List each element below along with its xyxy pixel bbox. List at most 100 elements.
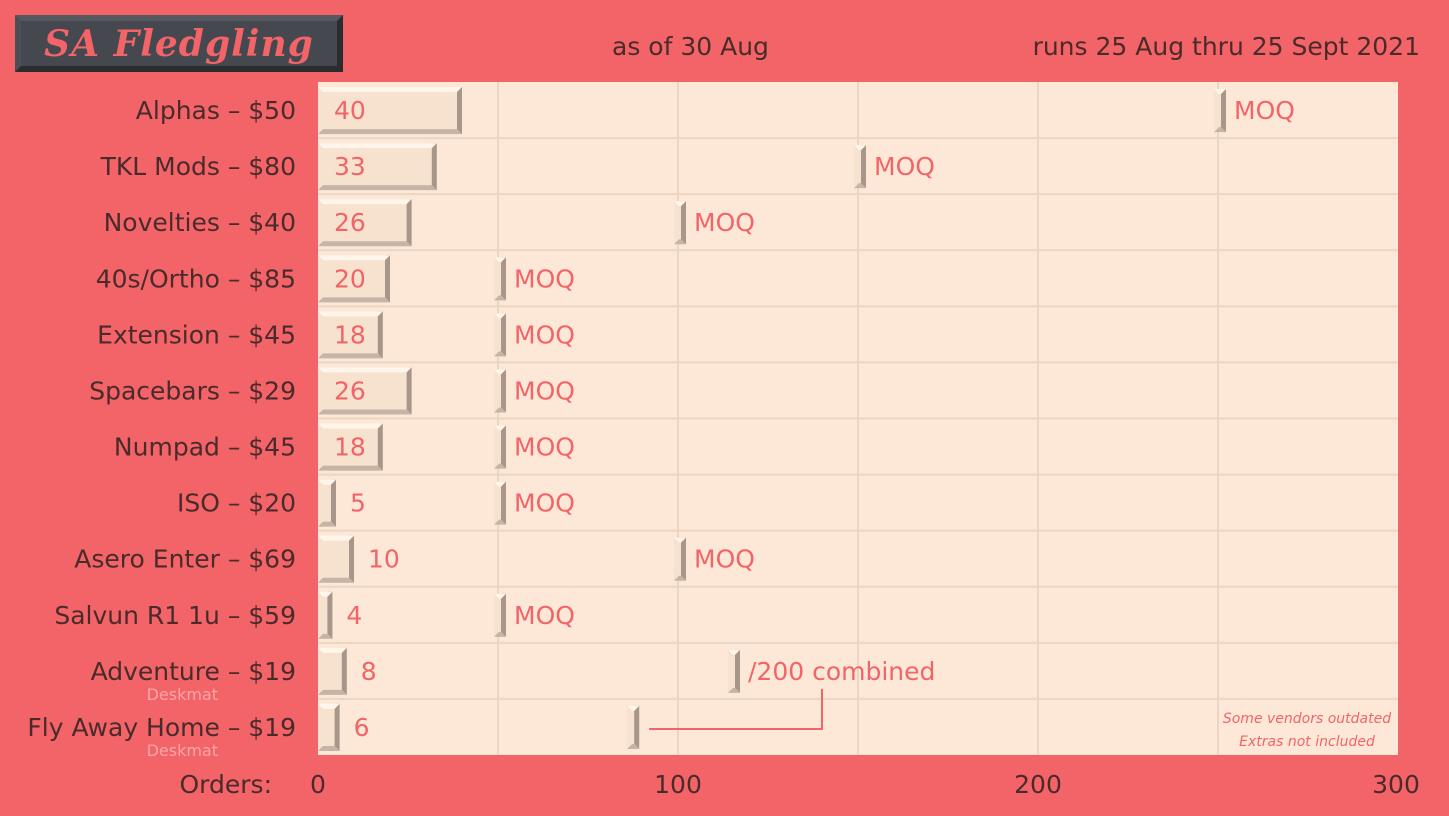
value-label: 5 [350, 489, 366, 518]
bar-bevel-bottom [318, 689, 347, 695]
bar [318, 703, 340, 751]
bar [318, 423, 383, 471]
combined-connector-line [649, 688, 823, 730]
bar [318, 87, 462, 135]
bar-bevel-bottom [318, 129, 462, 135]
moq-label: MOQ [1234, 96, 1295, 125]
moq-marker-bevel-right [501, 257, 506, 301]
moq-marker-bevel-right [501, 593, 506, 637]
bar-bevel-bottom [318, 353, 383, 359]
moq-marker-bevel-top [854, 145, 866, 151]
value-label: 4 [346, 601, 362, 630]
value-label: 20 [334, 264, 366, 293]
bar-bevel-top [318, 87, 462, 92]
moq-marker-bevel-right [501, 481, 506, 525]
bar-bevel-top [318, 367, 412, 373]
note-text: Extras not included [1239, 734, 1375, 750]
bar-bevel-bottom [318, 746, 340, 751]
moq-marker-bevel-top [494, 481, 506, 487]
moq-marker-bevel-right [634, 705, 640, 749]
moq-label: MOQ [514, 433, 575, 462]
category-sublabel: Deskmat [147, 741, 218, 760]
moq-label: MOQ [694, 545, 755, 574]
bar-bevel-right [377, 423, 383, 471]
as-of-date: as of 30 Aug [612, 32, 769, 61]
value-label: 18 [334, 320, 366, 349]
moq-marker-bevel-right [501, 369, 506, 413]
bar-bevel-bottom [318, 465, 383, 471]
value-label: 26 [334, 208, 366, 237]
logo-text: SA Fledgling [21, 21, 337, 66]
bar-bevel-bottom [318, 297, 390, 303]
category-label: Numpad – $45 [114, 433, 296, 462]
moq-marker-bevel-top [674, 201, 686, 207]
value-label: 18 [334, 433, 366, 462]
value-label: 33 [334, 152, 366, 181]
value-label: 8 [361, 657, 377, 686]
category-label: Adventure – $19 [91, 657, 296, 686]
bar-bevel-top [318, 199, 412, 205]
bar-bevel-right [385, 255, 390, 303]
moq-marker-bevel-bottom [1214, 127, 1226, 133]
moq-label: /200 combined [748, 657, 935, 686]
category-label: 40s/Ortho – $85 [96, 264, 296, 293]
bar-bevel-top [318, 647, 347, 653]
category-label: Spacebars – $29 [89, 376, 296, 405]
bar-bevel-right [349, 535, 354, 583]
bar [318, 311, 383, 359]
bar-bevel-right [327, 591, 333, 639]
bar-bevel-bottom [318, 409, 412, 415]
x-tick-label: 100 [654, 770, 702, 799]
moq-marker-bevel-top [728, 649, 740, 655]
moq-marker-bevel-top [627, 705, 640, 711]
x-tick-label: 0 [310, 770, 326, 799]
category-label: Extension – $45 [97, 320, 296, 349]
logo: SA Fledgling [15, 15, 343, 72]
value-label: 6 [354, 713, 370, 742]
moq-marker-bevel-top [494, 257, 506, 263]
moq-marker-bevel-bottom [674, 239, 686, 245]
bar-bevel-top [318, 591, 333, 597]
bar-bevel-top [318, 703, 340, 709]
moq-marker-bevel-right [681, 537, 686, 581]
x-tick-label: 300 [1372, 770, 1420, 799]
bar-bevel-right [334, 703, 340, 751]
moq-marker-bevel-bottom [494, 295, 506, 301]
bar-bevel-top [318, 143, 437, 149]
category-label: Salvun R1 1u – $59 [54, 601, 296, 630]
category-label: TKL Mods – $80 [100, 152, 296, 181]
moq-marker-bevel-bottom [494, 407, 506, 413]
bar [318, 367, 412, 415]
bar-bevel-bottom [318, 185, 437, 191]
moq-label: MOQ [514, 489, 575, 518]
moq-marker-bevel-bottom [728, 687, 740, 693]
category-label: Asero Enter – $69 [74, 545, 296, 574]
value-label: 10 [368, 545, 400, 574]
note-text: Some vendors outdated [1223, 711, 1391, 727]
bar-bevel-right [431, 143, 437, 191]
bar-bevel-top [318, 423, 383, 429]
bar [318, 255, 390, 303]
moq-label: MOQ [514, 320, 575, 349]
moq-marker-bevel-right [501, 313, 506, 357]
value-label: 26 [334, 376, 366, 405]
moq-marker-bevel-right [1221, 89, 1226, 133]
moq-marker-bevel-bottom [494, 351, 506, 357]
moq-marker-bevel-top [1214, 89, 1226, 94]
moq-marker-bevel-top [494, 593, 506, 599]
x-axis-label: Orders: [180, 770, 273, 799]
bar-bevel-top [318, 311, 383, 317]
moq-label: MOQ [874, 152, 935, 181]
bar-bevel-right [406, 367, 412, 415]
moq-marker-bevel-bottom [674, 575, 686, 581]
moq-marker-bevel-bottom [494, 519, 506, 525]
bar-bevel-right [406, 199, 412, 247]
bar-bevel-top [318, 255, 390, 261]
value-label: 40 [334, 96, 366, 125]
moq-marker-bevel-right [735, 649, 740, 693]
bar-bevel-right [341, 647, 347, 695]
moq-label: MOQ [694, 208, 755, 237]
moq-marker-bevel-bottom [494, 463, 506, 469]
moq-marker-bevel-right [861, 145, 866, 189]
moq-marker-bevel-bottom [854, 183, 866, 189]
